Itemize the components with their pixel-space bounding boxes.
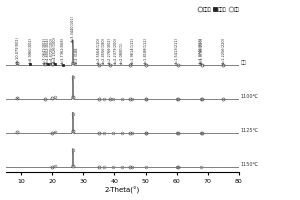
Legend: 伊利石, 赋居石, 石英: 伊利石, 赋居石, 石英 [196,5,241,14]
Text: d=4.2526(100): d=4.2526(100) [53,36,57,63]
Text: d=1.3756(220): d=1.3756(220) [200,37,204,64]
Text: d=6.9960(002): d=6.9960(002) [28,37,32,64]
Text: d=2.2379(200): d=2.2379(200) [113,37,117,64]
Text: d=1.2256(220): d=1.2256(220) [221,37,225,64]
Text: d=10.079(001): d=10.079(001) [15,36,20,63]
Text: 1125℃: 1125℃ [241,128,259,133]
Text: d=1.3746(003): d=1.3746(003) [199,37,203,64]
Text: d=1.8188(112): d=1.8188(112) [144,37,148,64]
Text: d=2.2766(002): d=2.2766(002) [108,37,112,64]
Text: d=1.5413(211): d=1.5413(211) [175,37,179,64]
Text: d=3.7361(068): d=3.7361(068) [61,37,65,64]
Text: d=2.5564(110): d=2.5564(110) [97,37,101,64]
Text: d=4.4725(100): d=4.4725(100) [50,37,54,64]
Text: 原矿: 原矿 [241,60,246,65]
Text: d=2.4556(180): d=2.4556(180) [102,37,106,64]
Text: d=7.0641(002): d=7.0641(002) [43,37,47,64]
Text: d=2.0800(1): d=2.0800(1) [120,42,124,64]
Text: 1150℃: 1150℃ [241,162,259,167]
X-axis label: 2-Theta(°): 2-Theta(°) [105,187,140,194]
Text: d=3.3188: d=3.3188 [75,47,79,64]
Text: d=3.3440(101): d=3.3440(101) [71,15,75,42]
Text: d=1.9814(112): d=1.9814(112) [130,37,134,64]
Text: d=4.8002(004): d=4.8002(004) [46,37,50,64]
Text: 1100℃: 1100℃ [241,94,259,99]
